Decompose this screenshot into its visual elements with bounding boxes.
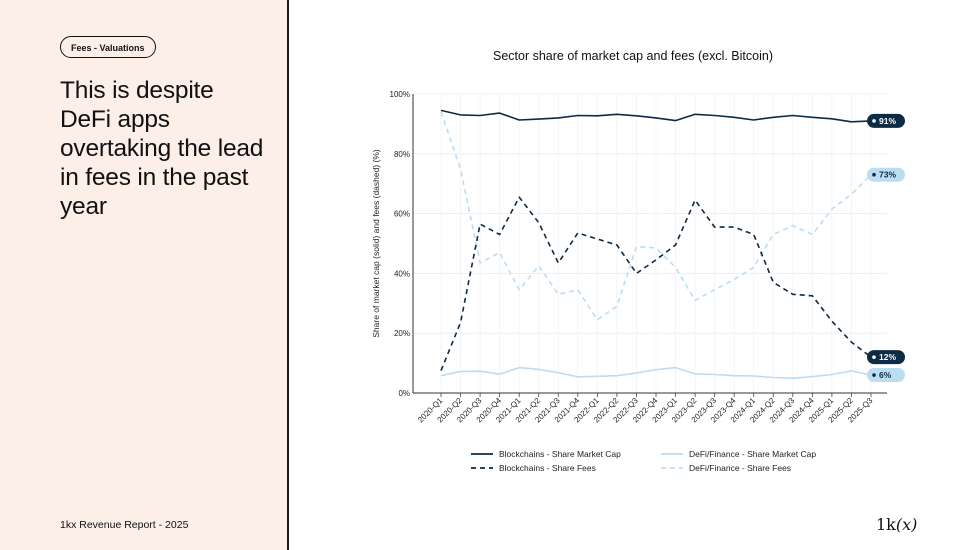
end-label-text: 91% <box>879 116 896 126</box>
legend-label: DeFi/Finance - Share Fees <box>689 463 791 473</box>
legend-label: Blockchains - Share Market Cap <box>499 449 621 459</box>
end-label-pill <box>867 368 905 383</box>
logo-prefix: 1k <box>876 515 896 534</box>
section-tag: Fees - Valuations <box>60 36 156 58</box>
y-tick-label: 0% <box>398 389 410 398</box>
series-line-1 <box>440 366 872 380</box>
panel-divider <box>287 0 289 550</box>
legend: Blockchains - Share Market Cap DeFi/Finan… <box>471 449 816 473</box>
end-label-text: 73% <box>879 170 896 180</box>
end-label-dot <box>872 172 876 177</box>
series-line-0 <box>440 109 872 123</box>
left-panel <box>0 0 287 550</box>
end-label-dot <box>872 119 876 123</box>
y-tick-label: 100% <box>390 90 410 99</box>
end-label-text: 6% <box>879 370 892 380</box>
legend-label: Blockchains - Share Fees <box>499 463 596 473</box>
line-chart: 0%20%40%60%80%100%2020-Q12020-Q22020-Q32… <box>371 90 905 473</box>
brand-logo: 1k(x) <box>876 515 917 534</box>
end-label-pill <box>867 113 905 128</box>
end-labels: 91% 6% 12% 73% <box>867 113 905 383</box>
series-lines <box>440 109 872 380</box>
headline: This is despite DeFi apps overtaking the… <box>60 77 264 220</box>
end-label-dot <box>872 373 876 377</box>
report-footer: 1kx Revenue Report - 2025 <box>60 519 189 531</box>
y-tick-label: 40% <box>394 269 410 278</box>
end-label-dot <box>872 355 876 359</box>
series-line-2 <box>440 196 872 371</box>
grid <box>413 93 887 394</box>
y-axis-label: Share of market cap (solid) and fees (da… <box>371 149 381 338</box>
end-label-text: 12% <box>879 352 896 362</box>
end-label-pill <box>867 350 905 365</box>
y-tick-label: 80% <box>394 150 410 159</box>
logo-suffix: (x) <box>895 515 918 534</box>
end-label-pill <box>867 167 905 182</box>
y-tick-label: 20% <box>394 329 410 338</box>
y-tick-label: 60% <box>394 210 410 219</box>
chart-title: Sector share of market cap and fees (exc… <box>493 49 773 63</box>
legend-label: DeFi/Finance - Share Market Cap <box>689 449 816 459</box>
